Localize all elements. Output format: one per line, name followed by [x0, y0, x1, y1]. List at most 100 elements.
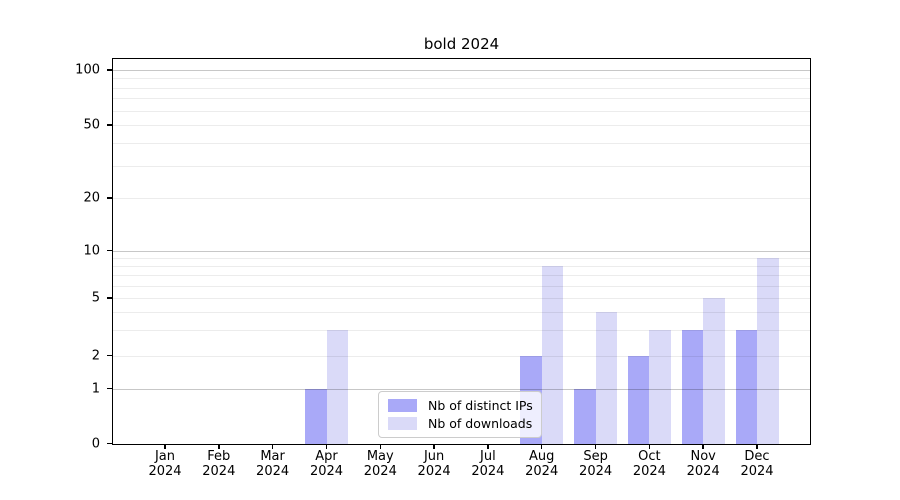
bar-downloads-dec — [757, 257, 779, 444]
x-tick-label-oct: Oct 2024 — [617, 449, 681, 479]
x-tick-year: 2024 — [471, 464, 505, 479]
x-tick-year: 2024 — [632, 464, 666, 479]
gridline-major-100 — [113, 70, 810, 71]
x-tickmark-mar — [271, 444, 274, 449]
legend-swatch-downloads — [388, 417, 417, 430]
x-tick-year: 2024 — [202, 464, 236, 479]
gridline-minor-2 — [113, 355, 810, 357]
x-tick-label-sep: Sep 2024 — [564, 449, 628, 479]
gridline-minor-60 — [113, 110, 810, 112]
y-tickmark-1 — [107, 387, 112, 390]
x-tick-year: 2024 — [686, 464, 720, 479]
y-tickmark-10 — [107, 249, 112, 252]
x-tick-year: 2024 — [525, 464, 559, 479]
bar-downloads-sep — [595, 312, 618, 444]
gridline-minor-5 — [113, 298, 810, 299]
y-tick-label-100: 100 — [75, 62, 100, 78]
x-tickmark-oct — [648, 444, 651, 449]
legend-item-downloads: Nb of downloads — [388, 416, 532, 431]
x-tick-year: 2024 — [256, 464, 290, 479]
legend: Nb of distinct IPs Nb of downloads — [378, 391, 542, 438]
x-tickmark-feb — [218, 444, 220, 449]
bar-downloads-apr — [326, 330, 348, 444]
y-tickmark-2 — [107, 354, 112, 357]
gridline-minor-30 — [113, 165, 810, 167]
bar-distinct-ips-sep — [574, 388, 596, 444]
x-tick-year: 2024 — [579, 464, 613, 479]
bar-distinct-ips-apr — [305, 388, 327, 444]
y-tickmark-100 — [107, 69, 112, 71]
gridline-minor-4 — [113, 312, 810, 313]
y-tick-label-20: 20 — [83, 190, 100, 206]
x-tickmark-jun — [433, 444, 435, 449]
x-tick-label-jul: Jul 2024 — [456, 449, 520, 479]
y-tickmark-0 — [107, 442, 112, 445]
gridline-major-10 — [113, 250, 810, 252]
y-tick-label-1: 1 — [91, 381, 100, 396]
x-tick-label-may: May 2024 — [348, 449, 412, 479]
y-tick-label-5: 5 — [91, 290, 100, 306]
x-tick-month: Oct — [638, 449, 661, 464]
x-tick-label-aug: Aug 2024 — [510, 449, 574, 479]
x-tickmark-sep — [594, 444, 597, 449]
bar-downloads-oct — [649, 330, 671, 444]
y-tick-label-0: 0 — [91, 436, 100, 451]
x-tick-label-apr: Apr 2024 — [295, 449, 359, 479]
x-tick-month: Dec — [744, 449, 770, 464]
x-tick-month: Nov — [690, 449, 716, 464]
gridline-major-1 — [113, 388, 810, 390]
gridline-minor-7 — [113, 274, 810, 276]
bar-distinct-ips-dec — [735, 330, 757, 444]
y-tickmark-50 — [107, 124, 112, 126]
x-tick-month: May — [366, 449, 394, 464]
gridline-minor-40 — [113, 142, 810, 144]
x-tickmark-aug — [540, 444, 543, 449]
plot-area: Nb of distinct IPs Nb of downloads — [113, 59, 810, 444]
legend-label-downloads: Nb of downloads — [428, 416, 533, 431]
chart-title: bold 2024 — [423, 35, 500, 53]
y-tick-label-2: 2 — [91, 348, 100, 363]
gridline-minor-70 — [113, 98, 810, 100]
bar-downloads-aug — [541, 265, 564, 444]
x-tick-year: 2024 — [363, 464, 397, 479]
gridline-minor-50 — [113, 125, 810, 126]
x-tick-label-jun: Jun 2024 — [402, 449, 466, 479]
x-tick-label-nov: Nov 2024 — [671, 449, 735, 479]
gridline-minor-3 — [113, 330, 810, 332]
x-tick-month: Feb — [207, 449, 231, 464]
legend-label-distinct-ips: Nb of distinct IPs — [428, 398, 533, 413]
gridline-minor-8 — [113, 265, 810, 267]
x-tick-label-feb: Feb 2024 — [187, 449, 251, 479]
x-tick-month: Jun — [423, 449, 445, 464]
legend-item-distinct-ips: Nb of distinct IPs — [388, 398, 533, 413]
x-tick-month: Aug — [528, 449, 555, 464]
gridline-minor-6 — [113, 285, 810, 287]
gridline-minor-90 — [113, 78, 810, 80]
x-tick-label-mar: Mar 2024 — [241, 449, 305, 479]
x-tickmark-apr — [325, 444, 328, 449]
x-tickmark-jan — [164, 444, 166, 449]
x-tick-year: 2024 — [417, 464, 451, 479]
x-tickmark-dec — [756, 444, 758, 449]
bar-downloads-nov — [703, 298, 725, 444]
gridline-minor-80 — [113, 87, 810, 89]
y-tick-label-10: 10 — [83, 243, 100, 258]
x-tickmark-may — [379, 444, 382, 449]
x-tick-month: Mar — [260, 449, 285, 464]
x-tick-year: 2024 — [309, 464, 344, 479]
legend-swatch-distinct-ips — [388, 399, 417, 412]
bar-distinct-ips-nov — [681, 330, 704, 444]
y-tickmark-5 — [107, 297, 112, 299]
x-tick-year: 2024 — [148, 464, 182, 479]
y-tick-label-50: 50 — [83, 117, 100, 133]
x-tickmark-jul — [487, 444, 489, 449]
x-tick-label-dec: Dec 2024 — [725, 449, 789, 479]
x-tick-month: Jan — [154, 449, 176, 464]
x-tickmark-nov — [702, 444, 704, 449]
x-tick-year: 2024 — [740, 464, 774, 479]
gridline-minor-9 — [113, 257, 810, 259]
x-tick-month: Jul — [480, 449, 496, 464]
x-tick-month: Apr — [315, 449, 338, 464]
y-tickmark-20 — [107, 197, 112, 199]
